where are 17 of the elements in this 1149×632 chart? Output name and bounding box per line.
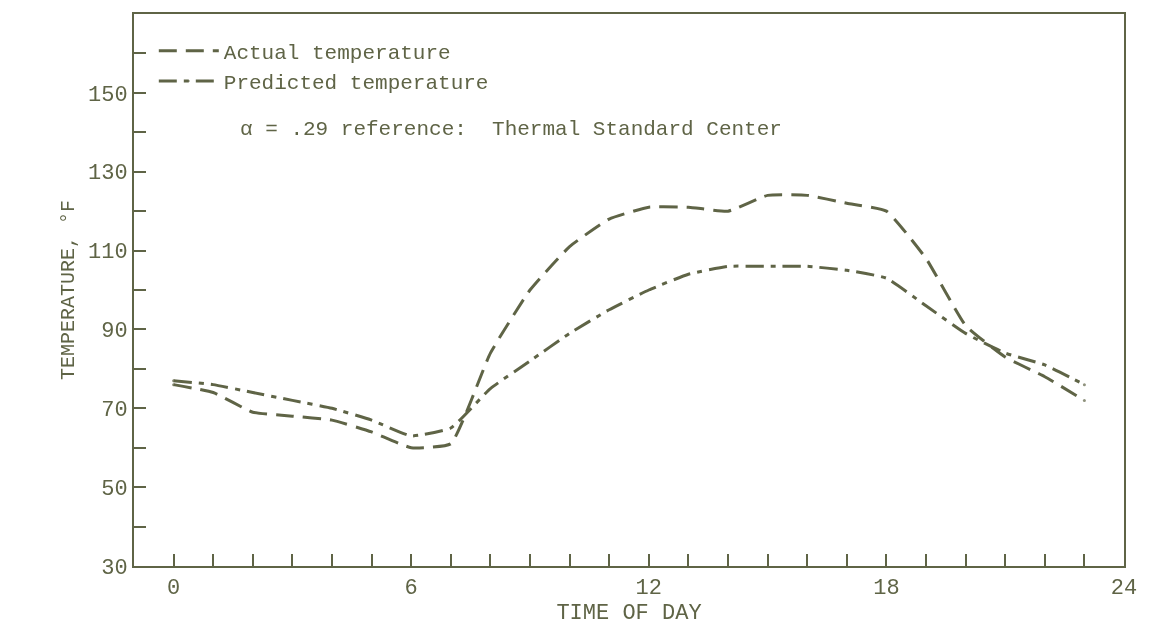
y-tick-label: 90 — [101, 319, 128, 345]
y-tick-label: 70 — [101, 397, 128, 423]
legend-label: Actual temperature — [223, 41, 451, 65]
x-tick-label: 6 — [404, 576, 418, 602]
y-axis-title: TEMPERATURE, °F — [56, 199, 80, 381]
x-tick-label: 18 — [873, 576, 900, 602]
x-tick-label: 0 — [167, 576, 181, 602]
y-tick-label: 150 — [87, 82, 128, 108]
x-axis-title: TIME OF DAY — [556, 601, 702, 627]
annotation: α = .29 reference: Thermal Standard Center — [240, 118, 782, 141]
legend-label: Predicted temperature — [223, 72, 489, 96]
y-tick-label: 110 — [87, 240, 128, 266]
y-tick-label: 130 — [87, 161, 128, 187]
y-tick-label: 50 — [101, 476, 128, 502]
x-tick-label: 24 — [1110, 576, 1138, 602]
y-tick-label: 30 — [101, 555, 128, 581]
x-tick-label: 12 — [635, 576, 662, 602]
